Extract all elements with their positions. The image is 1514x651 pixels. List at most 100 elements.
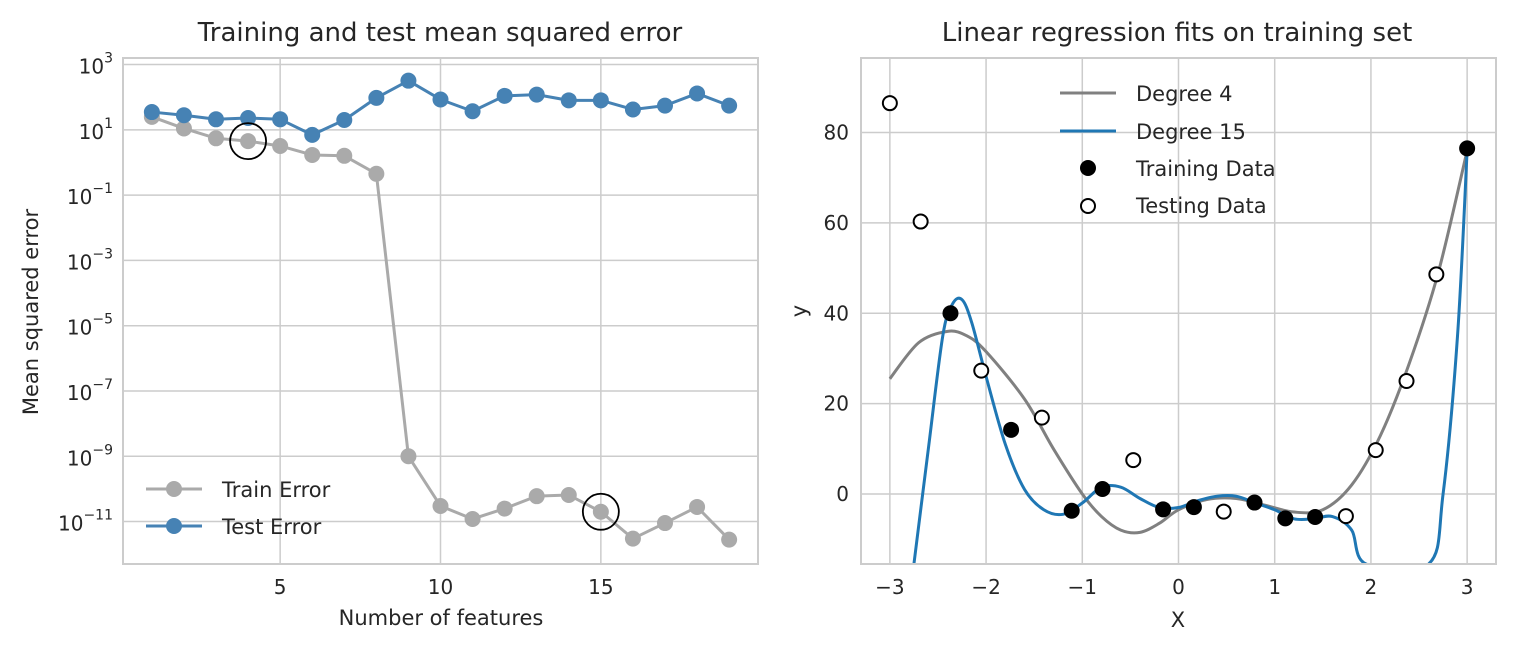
data-point xyxy=(689,498,706,515)
y-tick-base: 10 xyxy=(67,381,92,405)
data-point xyxy=(208,111,225,128)
data-point xyxy=(624,101,641,118)
data-point xyxy=(721,97,738,114)
data-point xyxy=(143,104,160,121)
training-point xyxy=(1094,481,1111,498)
x-axis-label: Number of features xyxy=(339,606,544,630)
x-tick-label: 0 xyxy=(1172,575,1185,599)
testing-point xyxy=(912,213,929,230)
y-tick-exponent: 1 xyxy=(104,116,113,132)
series-line xyxy=(888,150,1469,535)
testing-point xyxy=(1215,503,1232,520)
training-point xyxy=(942,305,959,322)
y-tick-exponent: −11 xyxy=(83,508,113,524)
y-tick-label: 80 xyxy=(824,121,849,145)
data-point xyxy=(528,488,545,505)
y-tick-base: 10 xyxy=(67,185,92,209)
y-tick-label: 10−1 xyxy=(67,181,113,209)
data-point xyxy=(304,126,321,143)
testing-point xyxy=(973,362,990,379)
data-point xyxy=(689,85,706,102)
y-tick-base: 10 xyxy=(67,316,92,340)
data-point xyxy=(560,487,577,504)
y-tick-label: 0 xyxy=(836,482,849,506)
data-point xyxy=(528,86,545,103)
plot-frame xyxy=(122,57,759,565)
x-tick-label: 15 xyxy=(588,575,613,599)
highlight-circle xyxy=(229,122,267,161)
legend-label: Training Data xyxy=(1135,157,1276,181)
data-point xyxy=(368,89,385,106)
y-tick-exponent: −1 xyxy=(92,181,113,197)
legend-marker xyxy=(166,518,182,534)
data-point xyxy=(272,111,289,128)
legend-label: Degree 15 xyxy=(1136,120,1246,144)
regression-chart: Linear regression fits on training set −… xyxy=(787,18,1497,632)
y-tick-label: 103 xyxy=(79,51,113,79)
training-point xyxy=(1246,494,1263,511)
testing-point xyxy=(1398,373,1415,390)
highlight-circle xyxy=(581,492,620,531)
training-point xyxy=(1185,499,1202,516)
data-point xyxy=(175,107,192,124)
x-tick-label: −2 xyxy=(971,575,1000,599)
mse-chart: Training and test mean squared error 5 10… xyxy=(19,18,759,630)
legend-marker xyxy=(1080,198,1096,214)
data-point xyxy=(592,92,609,109)
data-point xyxy=(624,530,641,547)
data-point xyxy=(496,87,513,104)
data-point xyxy=(496,500,513,517)
y-tick-label: 20 xyxy=(824,392,849,416)
series xyxy=(143,72,738,548)
chart-title: Linear regression fits on training set xyxy=(942,18,1413,48)
legend-label: Test Error xyxy=(221,515,322,539)
x-tick-label: 2 xyxy=(1365,575,1378,599)
y-tick-label: 101 xyxy=(79,116,113,144)
data-point xyxy=(240,110,257,127)
data-point xyxy=(656,97,673,114)
y-tick-exponent: 3 xyxy=(104,51,113,67)
data-point xyxy=(432,497,449,514)
y-tick-base: 10 xyxy=(58,512,83,536)
grid xyxy=(861,58,1496,564)
training-point xyxy=(1155,501,1172,518)
testing-point xyxy=(1125,452,1142,469)
y-tick-base: 10 xyxy=(67,446,92,470)
data-point xyxy=(336,111,353,128)
data-point xyxy=(208,130,225,147)
training-point xyxy=(1003,421,1020,438)
y-tick-label: 60 xyxy=(824,211,849,235)
data-point xyxy=(400,448,417,465)
data-point xyxy=(240,133,257,150)
legend-label: Train Error xyxy=(221,478,331,502)
data-point xyxy=(656,515,673,532)
data-point xyxy=(272,137,289,154)
x-axis-label: X xyxy=(1171,608,1185,632)
testing-point xyxy=(1033,409,1050,426)
x-tick-label: 1 xyxy=(1268,575,1281,599)
testing-point xyxy=(1337,508,1354,525)
y-tick-exponent: −7 xyxy=(92,377,113,393)
y-tick-label: 10−3 xyxy=(67,246,113,274)
x-tick-label: 3 xyxy=(1461,575,1474,599)
data-point xyxy=(464,103,481,120)
grid xyxy=(123,58,758,564)
y-tick-base: 10 xyxy=(79,55,104,79)
data-point xyxy=(432,91,449,108)
training-point xyxy=(1307,509,1324,526)
testing-point xyxy=(1428,266,1445,283)
y-tick-label: 10−5 xyxy=(67,312,113,340)
tick-labels: −3 −2 −1 0 1 2 3 0 20 40 60 80 xyxy=(824,121,1474,599)
data-point xyxy=(336,147,353,164)
data-point xyxy=(464,510,481,527)
data-point xyxy=(721,531,738,548)
y-tick-label: 10−11 xyxy=(58,508,113,536)
y-tick-label: 10−7 xyxy=(67,377,113,405)
data-point xyxy=(175,120,192,137)
training-point xyxy=(1459,140,1476,157)
data-points xyxy=(881,95,1476,527)
data-point xyxy=(592,503,609,520)
legend-marker xyxy=(1080,160,1096,176)
